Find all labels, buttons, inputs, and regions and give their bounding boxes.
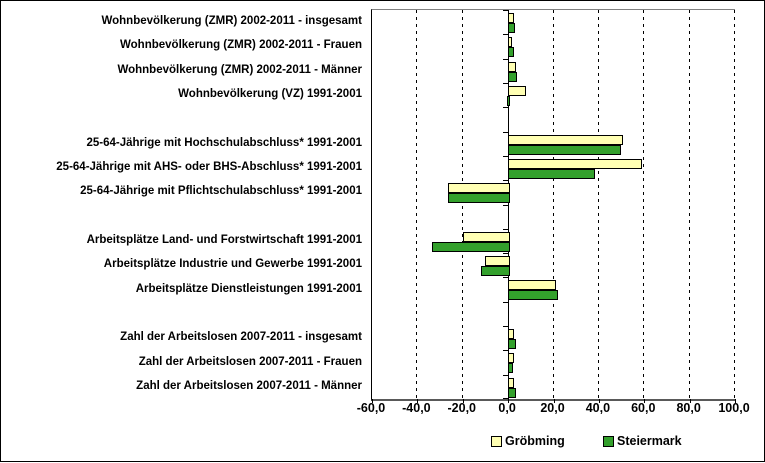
x-axis-tick xyxy=(417,399,419,403)
category-label: 25-64-Jährige mit Pflichtschulabschluss*… xyxy=(80,185,362,198)
category-label: Wohnbevölkerung (ZMR) 2002-2011 - insges… xyxy=(101,15,362,28)
bar-groebming xyxy=(462,231,511,242)
y-axis-tick xyxy=(503,83,509,84)
x-axis-tick xyxy=(553,399,555,403)
bar-steiermark xyxy=(508,47,515,58)
gridline xyxy=(597,10,599,399)
bar-groebming xyxy=(448,183,511,194)
legend-label-steiermark: Steiermark xyxy=(617,434,682,448)
bar-steiermark xyxy=(508,168,595,179)
bar-groebming xyxy=(508,377,515,388)
legend-item-steiermark: Steiermark xyxy=(603,434,682,448)
x-axis-tick xyxy=(644,399,646,403)
x-tick-label: 100,0 xyxy=(718,401,750,415)
bar-groebming xyxy=(508,13,514,23)
category-label: Wohnbevölkerung (ZMR) 2002-2011 - Frauen xyxy=(120,39,362,52)
legend: Gröbming Steiermark xyxy=(1,434,765,454)
bar-groebming xyxy=(508,85,526,96)
bar-groebming xyxy=(508,158,643,169)
legend-label-groebming: Gröbming xyxy=(505,434,565,448)
category-label: 25-64-Jährige mit AHS- oder BHS-Abschlus… xyxy=(56,161,362,174)
y-axis-tick xyxy=(503,350,509,351)
bar-steiermark xyxy=(508,387,517,398)
plot-area xyxy=(371,9,736,403)
y-axis-tick xyxy=(503,302,509,303)
y-axis-tick xyxy=(503,205,509,206)
category-labels: Wohnbevölkerung (ZMR) 2002-2011 - insges… xyxy=(1,1,368,406)
bar-steiermark xyxy=(432,241,511,252)
category-label: Wohnbevölkerung (ZMR) 2002-2011 - Männer xyxy=(117,63,362,76)
bar-steiermark xyxy=(448,193,511,204)
y-axis-tick xyxy=(503,107,509,108)
y-axis-tick xyxy=(503,132,509,133)
category-label: 25-64-Jährige mit Hochschulabschluss* 19… xyxy=(86,136,363,149)
x-axis-tick xyxy=(689,399,691,403)
zero-axis-line xyxy=(508,10,510,399)
y-axis-tick xyxy=(503,326,509,327)
gridline xyxy=(416,10,418,399)
bar-groebming xyxy=(508,280,556,291)
bar-steiermark xyxy=(508,23,516,33)
bar-groebming xyxy=(508,353,515,364)
category-label: Zahl der Arbeitslosen 2007-2011 - Frauen xyxy=(138,355,362,368)
x-axis-tick xyxy=(598,399,600,403)
y-axis-tick xyxy=(503,156,509,157)
y-axis-tick xyxy=(503,398,509,399)
x-tick-label: 60,0 xyxy=(631,401,656,415)
bar-steiermark xyxy=(508,363,514,374)
y-axis-tick xyxy=(503,253,509,254)
category-label: Arbeitsplätze Dienstleistungen 1991-2001 xyxy=(135,282,362,295)
gridline xyxy=(734,10,735,399)
bar-groebming xyxy=(508,61,517,72)
bar-steiermark xyxy=(508,290,558,301)
category-label: Zahl der Arbeitslosen 2007-2011 - Männer xyxy=(136,379,362,392)
bar-groebming xyxy=(508,134,623,145)
bar-steiermark xyxy=(481,266,511,277)
category-label: Zahl der Arbeitslosen 2007-2011 - insges… xyxy=(120,331,362,344)
bar-steiermark xyxy=(508,339,516,350)
x-tick-label: 0,0 xyxy=(498,401,516,415)
x-axis-tick xyxy=(462,399,464,403)
gridline xyxy=(643,10,645,399)
x-tick-label: 20,0 xyxy=(540,401,565,415)
x-tick-label: 40,0 xyxy=(585,401,611,415)
bar-groebming xyxy=(508,329,515,340)
y-axis-tick xyxy=(503,229,509,230)
legend-swatch-steiermark xyxy=(603,435,614,447)
category-label: Arbeitsplätze Land- und Forstwirtschaft … xyxy=(86,233,362,246)
bar-groebming xyxy=(508,37,512,48)
x-axis-tick xyxy=(508,399,510,403)
x-tick-label: -60,0 xyxy=(356,401,386,415)
y-axis-tick xyxy=(503,180,509,181)
gridline xyxy=(461,10,463,399)
x-axis-labels: -60,0 -40,0 -20,0 0,0 20,0 40,0 60,0 80,0 100,0 xyxy=(1,401,765,419)
legend-swatch-groebming xyxy=(491,435,502,447)
y-axis-tick xyxy=(503,375,509,376)
category-label: Wohnbevölkerung (VZ) 1991-2001 xyxy=(178,88,362,101)
x-axis-tick xyxy=(372,399,373,403)
bar-steiermark xyxy=(506,95,511,106)
bar-steiermark xyxy=(508,144,621,155)
y-axis-tick xyxy=(503,10,509,11)
y-axis-tick xyxy=(503,34,509,35)
x-tick-label: 80,0 xyxy=(676,401,701,415)
x-axis-tick xyxy=(735,399,736,403)
x-tick-label: -40,0 xyxy=(402,401,431,415)
gridline xyxy=(552,10,554,399)
y-axis-tick xyxy=(503,277,509,278)
bar-groebming xyxy=(484,256,511,267)
bar-steiermark xyxy=(508,71,518,82)
gridline xyxy=(688,10,690,399)
legend-item-groebming: Gröbming xyxy=(491,434,565,448)
category-label: Arbeitsplätze Industrie und Gewerbe 1991… xyxy=(103,258,362,271)
x-tick-label: -20,0 xyxy=(447,401,477,415)
y-axis-tick xyxy=(503,59,509,60)
